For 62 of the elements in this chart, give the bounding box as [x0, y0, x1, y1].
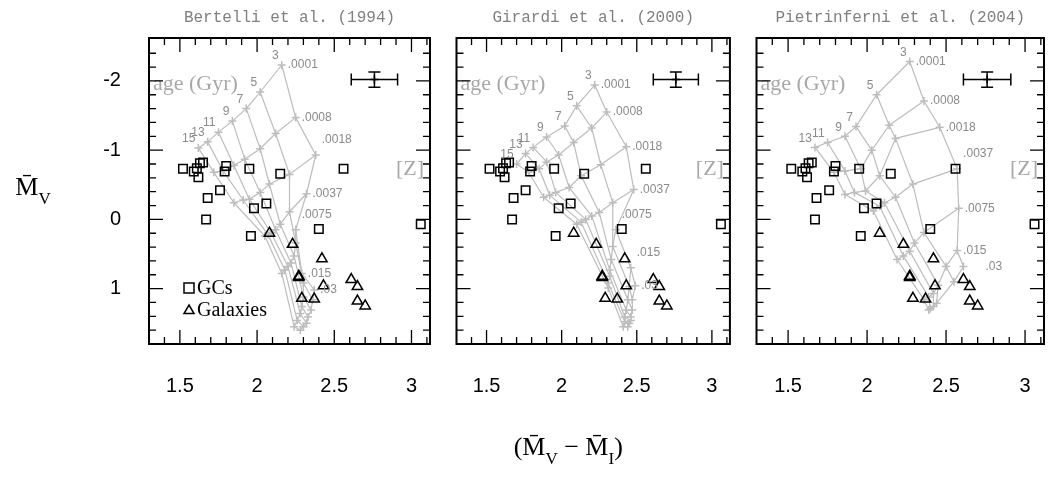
- annotation: 5: [567, 89, 574, 104]
- x-tick-label: 2: [861, 373, 873, 396]
- annotation: 11: [203, 115, 216, 130]
- chart-title: Pietrinferni et al. (2004): [775, 9, 1026, 27]
- annotation: 13: [798, 130, 813, 145]
- annotation: .0001: [600, 77, 632, 92]
- annotation: [Z]: [1009, 155, 1039, 181]
- y-tick-label: -1: [103, 137, 121, 160]
- chart-title: Bertelli et al. (1994): [183, 9, 396, 27]
- annotation: 9: [222, 104, 230, 119]
- annotation: 7: [236, 91, 244, 106]
- annotation: .0018: [321, 132, 353, 147]
- annotation: .0037: [639, 181, 671, 196]
- annotation: .0008: [929, 93, 961, 108]
- annotation: .0001: [287, 57, 319, 72]
- legend-label: GCs: [197, 276, 233, 299]
- annotation: 3: [585, 68, 593, 83]
- x-tick-label: 2.5: [622, 373, 651, 396]
- annotation: [Z]: [395, 155, 425, 181]
- annotation: .0075: [301, 207, 333, 222]
- annotation: 9: [536, 120, 544, 135]
- chart-title: Girardi et al. (2000): [492, 9, 695, 27]
- x-tick-label: 1.5: [165, 373, 194, 396]
- annotation: .0018: [945, 119, 977, 134]
- annotation: .015: [307, 265, 332, 280]
- annotation: 7: [554, 109, 562, 124]
- annotation: 9: [835, 119, 843, 134]
- x-tick-label: 1.5: [472, 373, 501, 396]
- annotation: .0075: [964, 200, 996, 215]
- annotation: age (Gyr): [760, 69, 846, 95]
- y-tick-label: 0: [109, 206, 121, 229]
- annotation: 5: [250, 75, 258, 90]
- legend-label: Galaxies: [197, 298, 268, 321]
- x-tick-label: 3: [1019, 373, 1031, 396]
- annotation: [Z]: [695, 155, 724, 181]
- annotation: 5: [866, 78, 874, 93]
- annotation: .0001: [915, 53, 947, 68]
- annotation: .0037: [963, 146, 994, 161]
- x-tick-label: 1.5: [774, 373, 802, 396]
- annotation: .0037: [312, 186, 343, 201]
- x-tick-label: 2: [251, 373, 263, 396]
- y-tick-label: 1: [109, 276, 121, 299]
- annotation: .015: [636, 245, 661, 260]
- annotation: .0008: [612, 104, 644, 119]
- annotation: .0008: [301, 109, 333, 124]
- annotation: .0018: [632, 139, 663, 153]
- annotation: 3: [272, 48, 280, 63]
- annotation: .015: [963, 242, 987, 257]
- annotation: age (Gyr): [153, 69, 238, 95]
- annotation: .03: [985, 258, 1003, 273]
- annotation: 7: [846, 109, 854, 124]
- x-tick-label: 3: [706, 373, 718, 396]
- x-tick-label: 2.5: [932, 373, 960, 396]
- y-tick-label: -2: [103, 68, 121, 91]
- annotation: 11: [812, 125, 825, 140]
- annotation: .0075: [621, 207, 653, 222]
- annotation: age (Gyr): [460, 69, 546, 95]
- x-tick-label: 2.5: [320, 373, 349, 396]
- x-tick-label: 2: [556, 373, 568, 396]
- annotation: .03: [320, 282, 338, 297]
- annotation: 3: [900, 44, 908, 59]
- x-tick-label: 3: [405, 373, 418, 396]
